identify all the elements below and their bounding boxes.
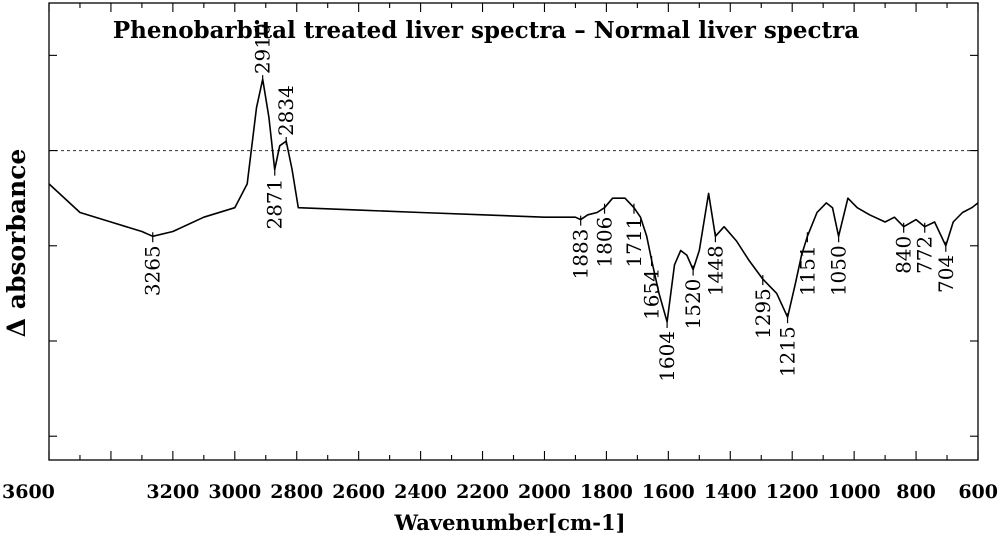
peak-label: 1711 bbox=[622, 217, 646, 268]
x-axis-ticks: 3600 3200 3000 2800 2600 2400 2200 2000 1800 1600… bbox=[2, 3, 998, 503]
peak-annotation: 1520 bbox=[681, 265, 705, 330]
x-tick-label: 600 bbox=[958, 481, 998, 503]
peak-annotation: 1448 bbox=[703, 232, 727, 296]
x-axis-label: Wavenumber[cm-1] bbox=[394, 510, 626, 535]
series-layer bbox=[48, 78, 979, 323]
x-tick-label: 2000 bbox=[518, 481, 571, 503]
peak-label: 704 bbox=[934, 255, 958, 293]
peak-annotation: 1295 bbox=[751, 275, 775, 339]
peak-annotation: 1654 bbox=[640, 256, 664, 320]
peak-label: 840 bbox=[892, 236, 916, 274]
peak-annotation: 3265 bbox=[141, 232, 165, 296]
peak-label: 1295 bbox=[751, 288, 775, 339]
x-tick-label: 800 bbox=[896, 481, 936, 503]
peak-annotation: 1711 bbox=[622, 203, 646, 268]
peak-annotation: 2871 bbox=[263, 165, 287, 230]
peak-label: 2910 bbox=[251, 23, 275, 74]
peak-annotation: 1151 bbox=[795, 232, 819, 296]
peak-label: 1604 bbox=[655, 331, 679, 382]
peak-annotation: 2834 bbox=[274, 85, 298, 146]
x-tick-label: 2400 bbox=[394, 481, 447, 503]
peak-annotation: 1604 bbox=[655, 317, 679, 382]
y-axis-label: Δ absorbance bbox=[2, 149, 31, 338]
x-tick-label: 2600 bbox=[332, 481, 385, 503]
x-tick-label: 1200 bbox=[766, 481, 819, 503]
peak-label: 772 bbox=[913, 236, 937, 274]
peak-label: 1448 bbox=[703, 245, 727, 296]
x-tick-label: 3000 bbox=[208, 481, 261, 503]
peak-label: 1520 bbox=[681, 279, 705, 330]
peak-label: 2871 bbox=[263, 179, 287, 230]
peak-annotation: 704 bbox=[934, 241, 958, 293]
peak-annotation: 1050 bbox=[827, 232, 851, 296]
peak-label: 1883 bbox=[569, 229, 593, 280]
x-tick-label: 2200 bbox=[456, 481, 509, 503]
peak-label: 3265 bbox=[141, 245, 165, 296]
series-line-0 bbox=[48, 78, 979, 323]
x-tick-label: 1400 bbox=[704, 481, 757, 503]
peak-label: 1050 bbox=[827, 245, 851, 296]
x-tick-label: 1000 bbox=[828, 481, 881, 503]
y-axis-ticks bbox=[49, 54, 978, 437]
peak-label: 1654 bbox=[640, 269, 664, 320]
x-tick-label: 2800 bbox=[270, 481, 323, 503]
peak-label: 2834 bbox=[274, 85, 298, 136]
x-tick-label: 1800 bbox=[580, 481, 633, 503]
peak-label: 1151 bbox=[795, 245, 819, 296]
peak-annotation: 772 bbox=[913, 222, 937, 274]
peak-annotation: 1883 bbox=[569, 215, 593, 280]
x-tick-label: 3200 bbox=[146, 481, 199, 503]
peak-label: 1215 bbox=[776, 326, 800, 377]
x-tick-label: 1600 bbox=[642, 481, 695, 503]
peak-annotation: 840 bbox=[892, 222, 916, 274]
chart-title: Phenobarbital treated liver spectra – No… bbox=[113, 17, 859, 44]
peak-annotation: 1806 bbox=[593, 203, 617, 268]
peak-annotation: 2910 bbox=[251, 23, 275, 84]
peak-annotation: 1215 bbox=[776, 313, 800, 377]
peak-label: 1806 bbox=[593, 217, 617, 268]
x-tick-label: 3600 bbox=[2, 481, 55, 503]
